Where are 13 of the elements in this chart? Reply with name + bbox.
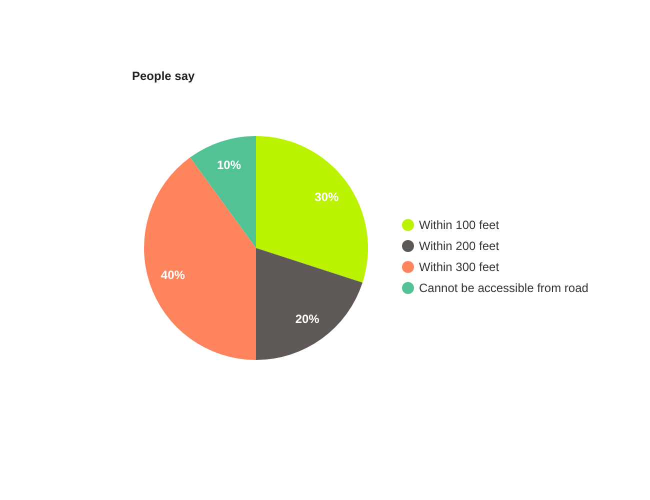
data-label: 10%	[216, 158, 242, 172]
legend-label: Cannot be accessible from road	[419, 281, 588, 296]
pie-slice	[190, 136, 256, 248]
legend-label: Within 200 feet	[419, 239, 500, 254]
data-label: 30%	[314, 190, 340, 204]
pie-slice	[144, 157, 256, 360]
data-label: 20%	[295, 312, 320, 326]
legend-label: Within 300 feet	[419, 260, 500, 274]
legend-label: Within 100 feet	[419, 218, 500, 232]
pie-slice	[256, 248, 363, 360]
data-label: 40%	[160, 268, 186, 282]
pie-slice	[256, 136, 368, 283]
chart-title: People say	[132, 69, 196, 83]
